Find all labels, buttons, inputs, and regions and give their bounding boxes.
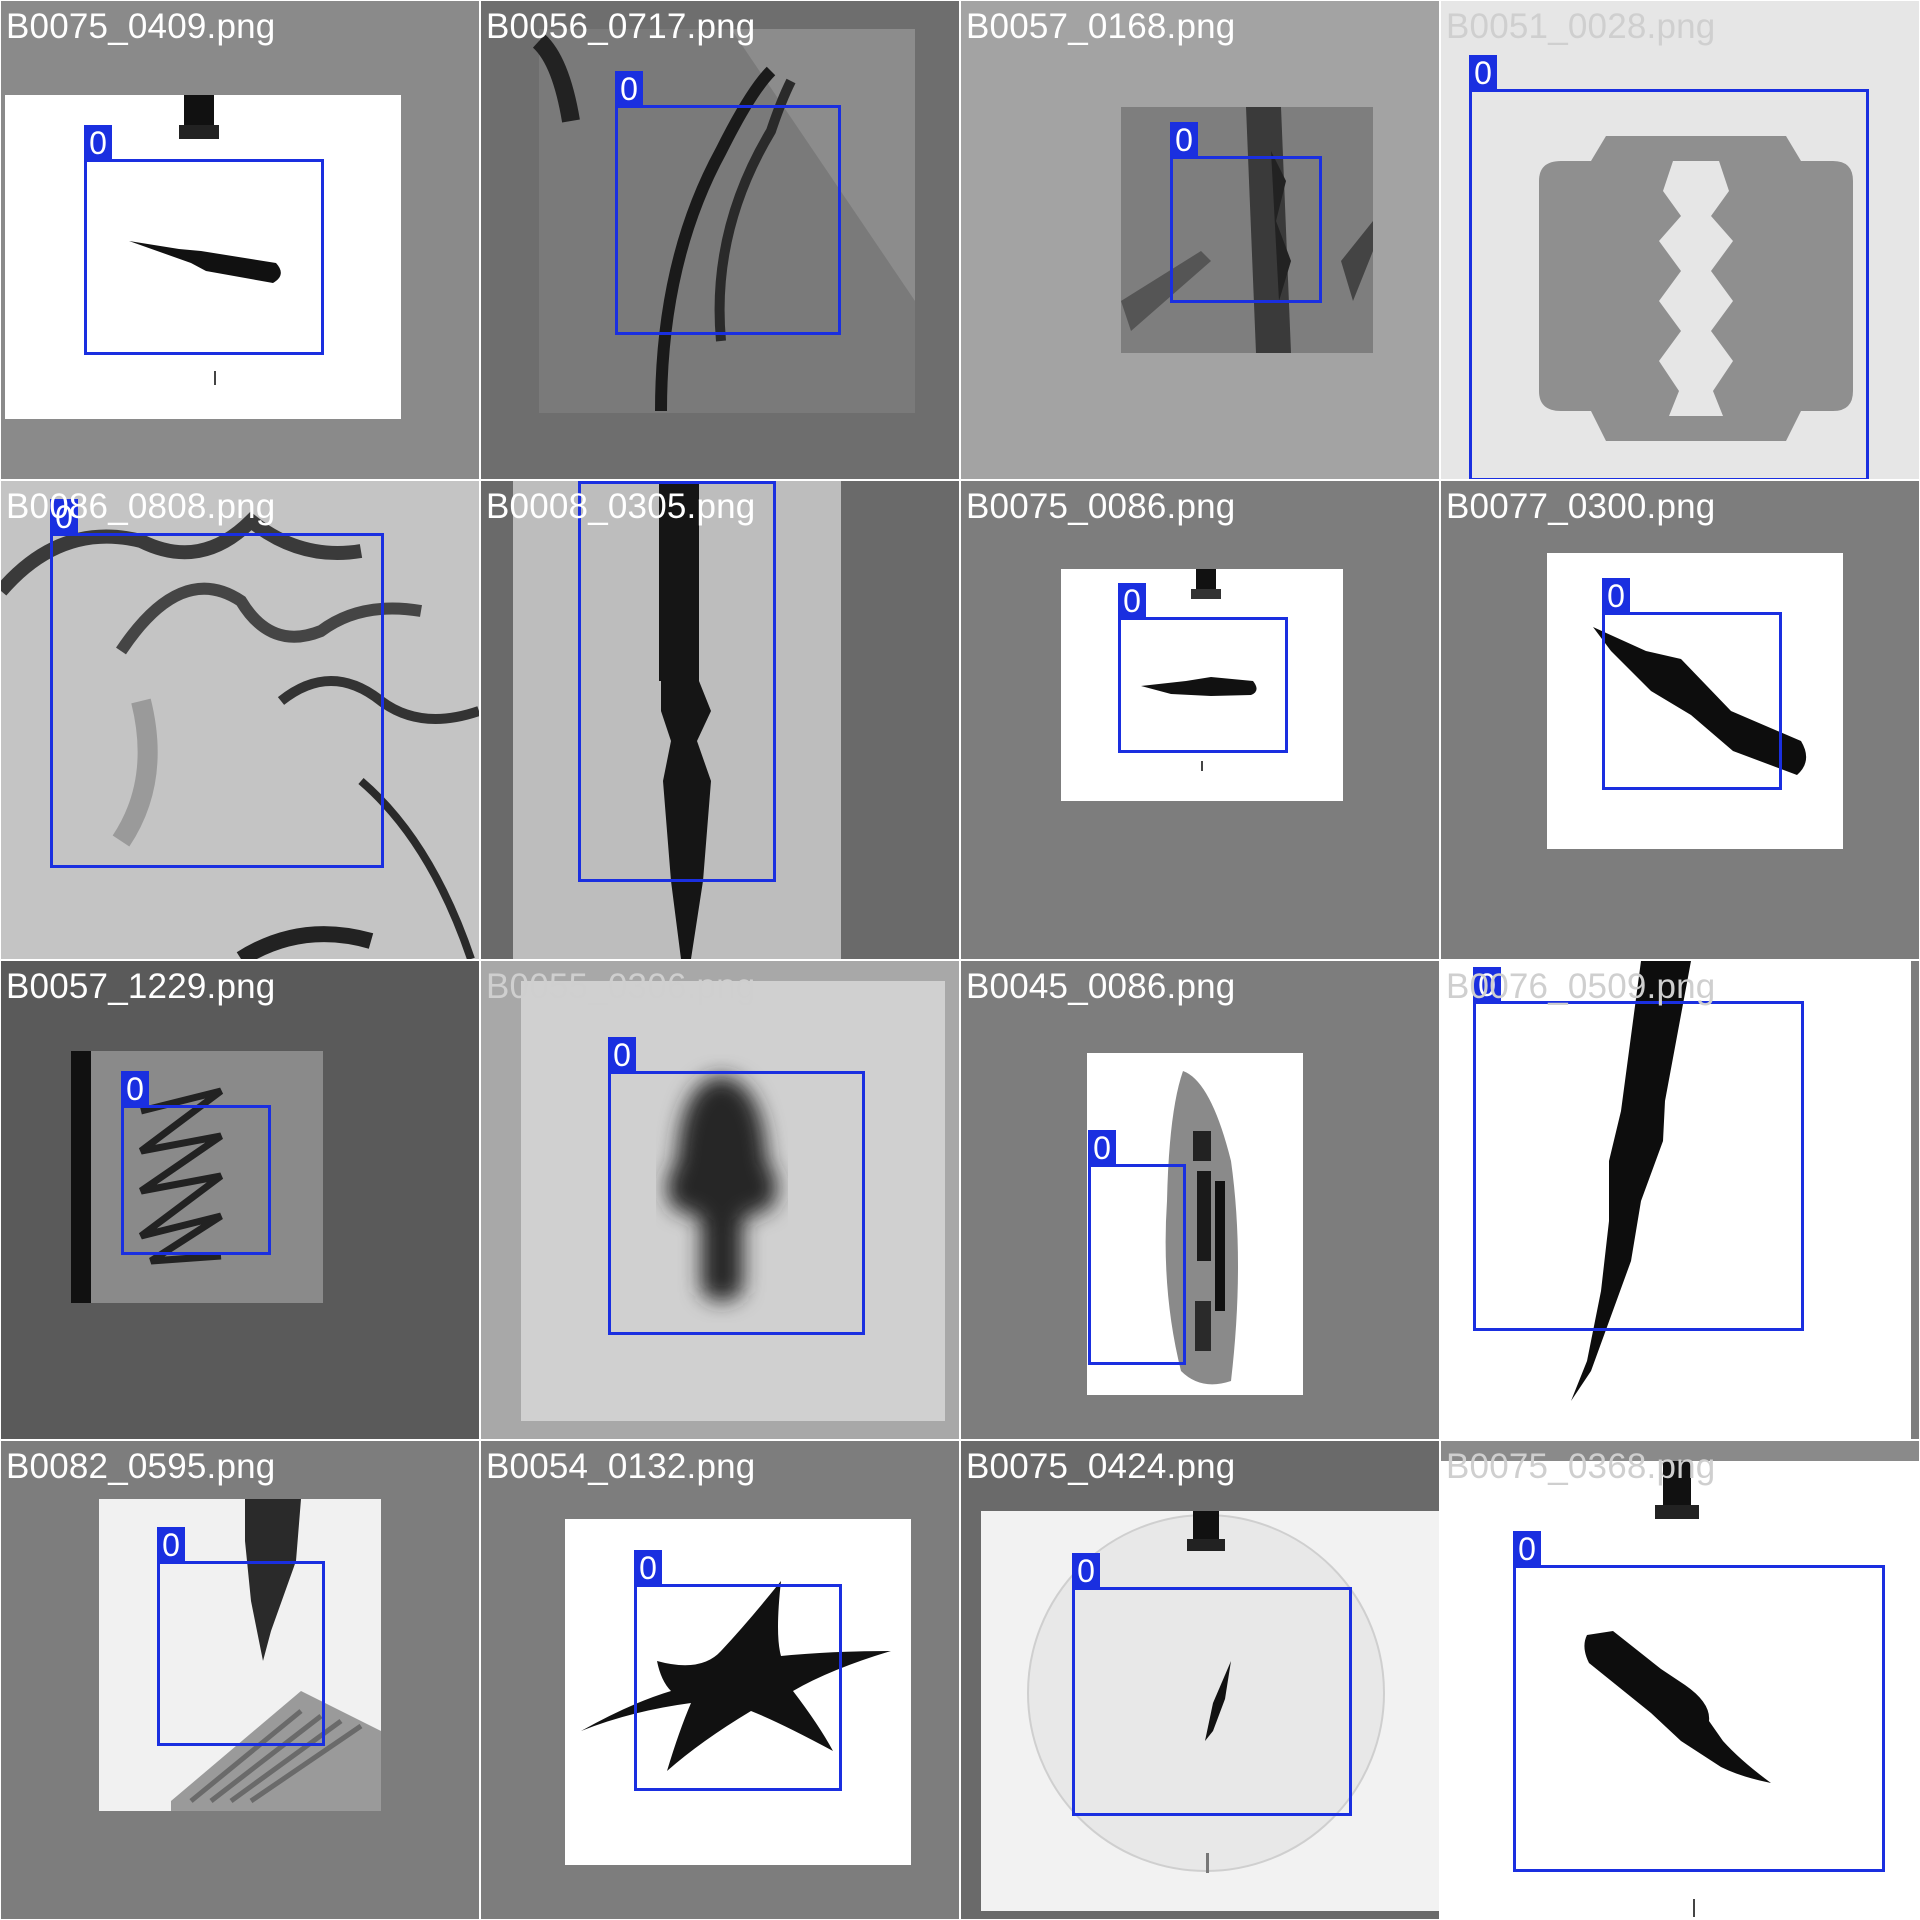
filename-label: B0054_0132.png <box>486 1447 756 1486</box>
filename-label: B0082_0595.png <box>6 1447 276 1486</box>
xray-image-2 <box>532 29 915 413</box>
xray-image-8 <box>1547 553 1843 849</box>
filename-label: B0086_0808.png <box>6 487 276 526</box>
class-label-tag: 0 <box>1088 1130 1116 1166</box>
xray-image-1 <box>5 95 401 419</box>
tile-14[interactable]: B0054_0132.png 0 <box>481 1441 959 1919</box>
filename-label: B0057_0168.png <box>966 7 1236 46</box>
bounding-box[interactable]: 0 <box>1602 578 1782 790</box>
tile-12[interactable]: B0076_0509.png 0 <box>1441 961 1919 1439</box>
class-label-tag: 0 <box>84 125 112 161</box>
filename-label: B0056_0717.png <box>486 7 756 46</box>
filename-label: B0075_0424.png <box>966 1447 1236 1486</box>
class-label-tag: 0 <box>615 71 643 107</box>
bounding-box[interactable]: 0 <box>634 1550 842 1791</box>
xray-image-7 <box>1061 569 1343 801</box>
bounding-box[interactable]: 0 <box>1513 1531 1885 1872</box>
xray-image-5 <box>1 481 479 959</box>
xray-image-13 <box>99 1499 381 1811</box>
bounding-box[interactable]: 0 <box>1473 967 1804 1331</box>
filename-label: B0077_0300.png <box>1446 487 1716 526</box>
bounding-box[interactable]: 0 <box>1469 55 1869 479</box>
class-label-tag: 0 <box>1469 55 1497 91</box>
class-label-tag: 0 <box>1170 122 1198 158</box>
bounding-box[interactable]: 0 <box>1088 1130 1186 1365</box>
filename-label: B0075_0409.png <box>6 7 276 46</box>
filename-label: B0051_0028.png <box>1446 7 1716 46</box>
xray-image-10 <box>521 981 945 1421</box>
filename-label: B0075_0086.png <box>966 487 1236 526</box>
xray-image-16 <box>1441 1441 1919 1917</box>
xray-image-15 <box>981 1511 1439 1911</box>
tile-7[interactable]: B0075_0086.png 0 <box>961 481 1439 959</box>
class-label-tag: 0 <box>1473 967 1501 1003</box>
filename-label: B0055_0306.png <box>486 967 756 1006</box>
tile-8[interactable]: B0077_0300.png 0 <box>1441 481 1919 959</box>
filename-label: B0057_1229.png <box>6 967 276 1006</box>
class-label-tag: 0 <box>157 1527 185 1563</box>
tile-6[interactable]: B0008_0305.png 0 <box>481 481 959 959</box>
tile-11[interactable]: B0045_0086.png 0 <box>961 961 1439 1439</box>
tile-13[interactable]: B0082_0595.png 0 <box>1 1441 479 1919</box>
tile-16[interactable]: B0075_0368.png 0 <box>1441 1441 1919 1919</box>
bounding-box[interactable]: 0 <box>1118 583 1288 753</box>
bounding-box[interactable]: 0 <box>121 1071 271 1255</box>
class-label-tag: 0 <box>121 1071 149 1107</box>
bounding-box[interactable]: 0 <box>1170 122 1322 303</box>
xray-image-14 <box>565 1519 911 1865</box>
xray-image-3 <box>1121 107 1373 353</box>
filename-label: B0075_0368.png <box>1446 1447 1716 1486</box>
bounding-box[interactable]: 0 <box>615 71 841 335</box>
bounding-box[interactable]: 0 <box>1072 1553 1352 1816</box>
class-label-tag: 0 <box>634 1550 662 1586</box>
tile-9[interactable]: B0057_1229.png 0 <box>1 961 479 1439</box>
filename-label: B0076_0509.png <box>1446 967 1716 1006</box>
class-label-tag: 0 <box>608 1037 636 1073</box>
bounding-box[interactable]: 0 <box>578 481 776 882</box>
xray-image-12 <box>1571 961 1919 1439</box>
tile-2[interactable]: B0056_0717.png 0 <box>481 1 959 479</box>
class-label-tag: 0 <box>1602 578 1630 614</box>
class-label-tag: 0 <box>50 499 78 535</box>
class-label-tag: 0 <box>1513 1531 1541 1567</box>
filename-label: B0008_0305.png <box>486 487 756 526</box>
class-label-tag: 0 <box>1072 1553 1100 1589</box>
tile-3[interactable]: B0057_0168.png 0 <box>961 1 1439 479</box>
tile-1[interactable]: B0075_0409.png 0 <box>1 1 479 479</box>
tile-15[interactable]: B0075_0424.png 0 <box>961 1441 1439 1919</box>
bounding-box[interactable]: 0 <box>608 1037 865 1335</box>
bounding-box[interactable]: 0 <box>50 499 384 868</box>
xray-image-11 <box>1087 1053 1303 1395</box>
bounding-box[interactable]: 0 <box>157 1527 325 1746</box>
class-label-tag: 0 <box>1118 583 1146 619</box>
tile-4[interactable]: B0051_0028.png 0 <box>1441 1 1919 479</box>
tile-5[interactable]: B0086_0808.png 0 <box>1 481 479 959</box>
tile-10[interactable]: B0055_0306.png 0 <box>481 961 959 1439</box>
filename-label: B0045_0086.png <box>966 967 1236 1006</box>
xray-image-4 <box>1539 136 1853 441</box>
bounding-box[interactable]: 0 <box>84 125 324 355</box>
xray-image-6 <box>513 481 841 959</box>
xray-image-9 <box>71 1051 323 1303</box>
